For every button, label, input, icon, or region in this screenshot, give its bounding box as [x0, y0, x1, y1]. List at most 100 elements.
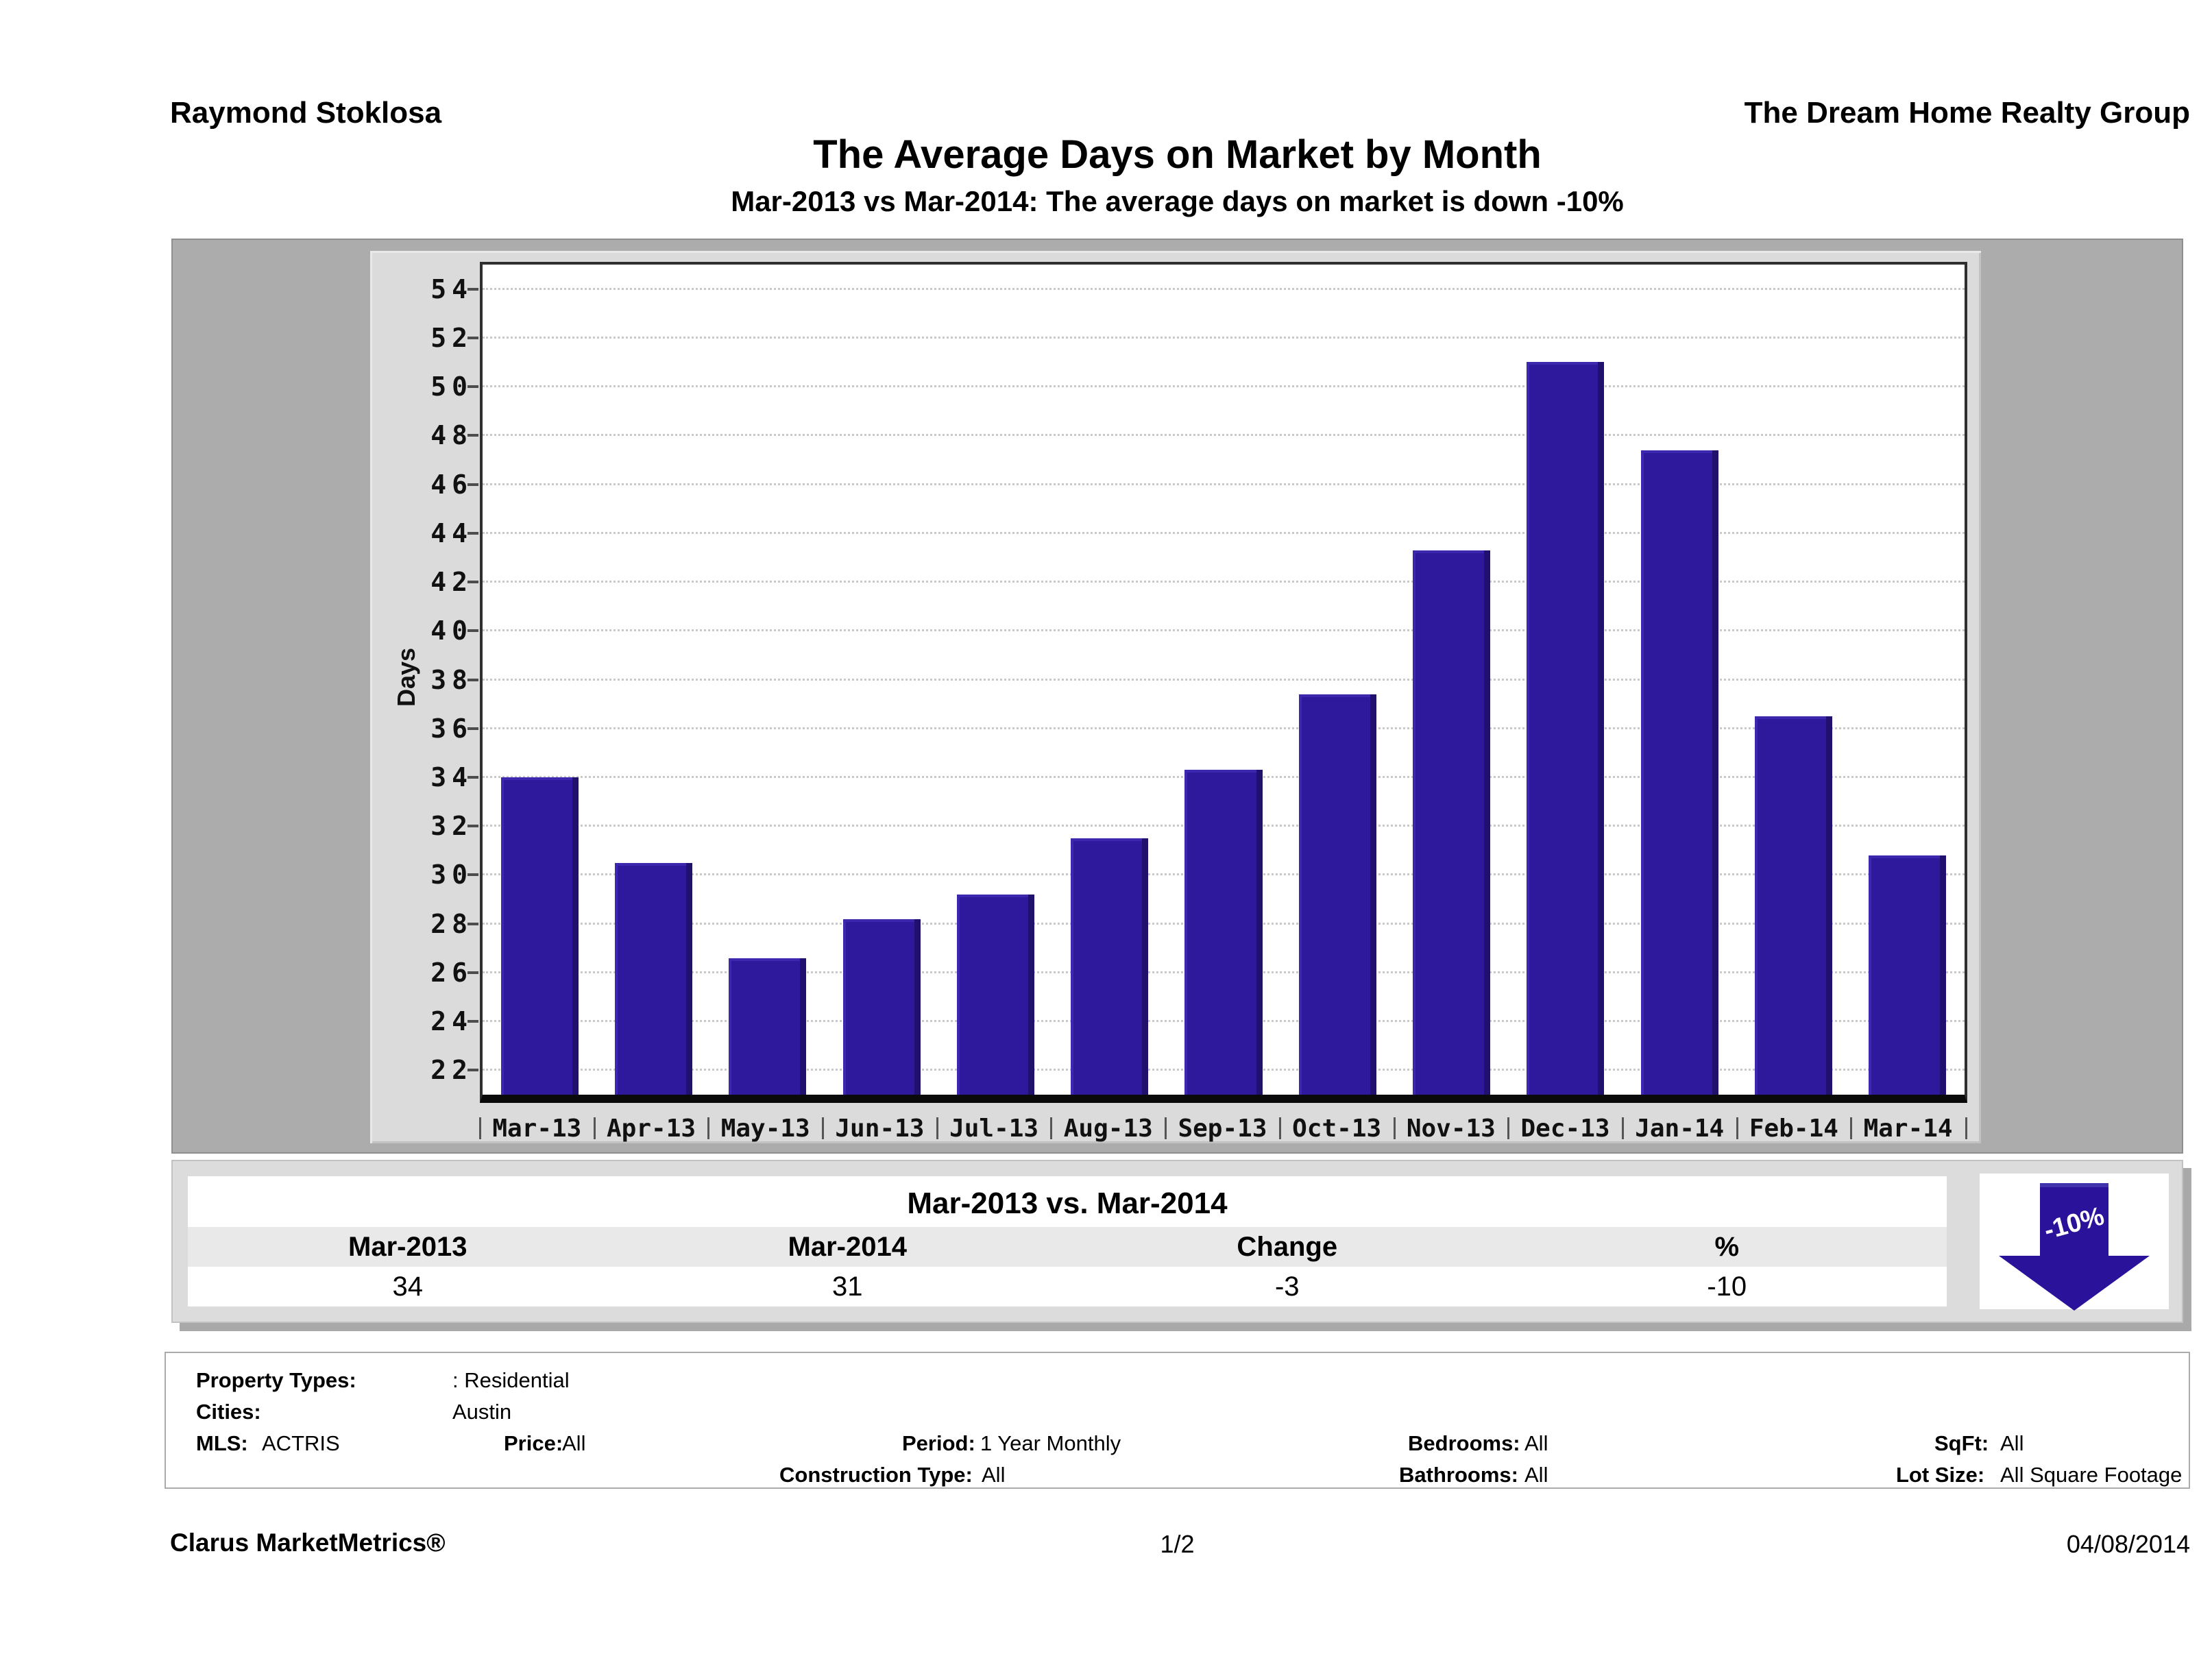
y-tick-mark-46: [467, 483, 478, 486]
mls-label: MLS:: [196, 1431, 248, 1455]
mls-value: ACTRIS: [262, 1431, 340, 1455]
lotsize-item: Lot Size:: [1896, 1463, 1984, 1487]
bar-Apr-13: [614, 862, 692, 1095]
gridline-46: [483, 483, 1965, 485]
trend-arrow-panel: -10%: [1980, 1174, 2169, 1311]
x-label-Apr-13: Apr-13: [593, 1109, 709, 1153]
x-label-Oct-13: Oct-13: [1278, 1109, 1394, 1153]
x-label-Jun-13: Jun-13: [822, 1109, 937, 1153]
y-tick-label-54: 54: [430, 273, 473, 304]
bedrooms-label: Bedrooms:: [1408, 1431, 1520, 1455]
comparison-val-2: -3: [1274, 1272, 1300, 1302]
y-tick-mark-24: [467, 1020, 478, 1023]
y-tick-label-32: 32: [430, 811, 473, 842]
bar-Mar-13: [500, 777, 579, 1095]
down-arrow-icon: [2040, 1183, 2108, 1256]
gridline-44: [483, 531, 1965, 534]
comparison-val-1: 31: [832, 1272, 863, 1302]
y-tick-label-22: 22: [430, 1055, 473, 1086]
chart-region: Days 22 24 26 28 30 32 34 36 38 40 42 44 46 48 50 52 54 …: [171, 239, 2183, 1154]
y-tick-label-34: 34: [430, 762, 473, 792]
product-name: Clarus MarketMetrics®: [170, 1529, 446, 1557]
y-tick-label-44: 44: [430, 518, 473, 548]
mls-item: MLS:: [196, 1431, 248, 1456]
comparison-section: Mar-2013 vs. Mar-2014 Mar-2013 Mar-2014 Ch…: [171, 1160, 2183, 1323]
lot-size-label: Lot Size:: [1896, 1463, 1985, 1487]
property-types-label: Property Types:: [196, 1368, 356, 1392]
comparison-col-0: Mar-2013: [348, 1232, 467, 1262]
y-tick-mark-42: [467, 581, 478, 584]
period-item: Period:: [902, 1431, 975, 1456]
cities-value: Austin: [452, 1400, 512, 1424]
y-tick-label-42: 42: [430, 567, 473, 598]
report-title: The Average Days on Market by Month: [813, 132, 1542, 177]
y-tick-label-40: 40: [430, 616, 473, 646]
y-tick-mark-50: [467, 385, 478, 389]
x-label-Jan-14: Jan-14: [1621, 1109, 1737, 1153]
property-types-item: Property Types:: [196, 1368, 356, 1393]
y-axis-labels: 22 24 26 28 30 32 34 36 38 40 42 44 46 48 50 52 54: [370, 265, 467, 1095]
x-label-Nov-13: Nov-13: [1393, 1109, 1509, 1153]
y-tick-label-30: 30: [430, 860, 473, 890]
bathrooms-label: Bathrooms:: [1399, 1463, 1518, 1487]
lotsize-value: All Square Footage: [2000, 1463, 2183, 1487]
chart-panel: Days 22 24 26 28 30 32 34 36 38 40 42 44 46 48 50 52 54 …: [370, 251, 1981, 1143]
comparison-col-2: Change: [1237, 1232, 1338, 1262]
down-arrow-head-icon: [1999, 1256, 2150, 1311]
bar-Nov-13: [1413, 550, 1491, 1095]
company-name: The Dream Home Realty Group: [1744, 96, 2190, 130]
y-tick-mark-48: [467, 434, 478, 437]
x-label-Sep-13: Sep-13: [1165, 1109, 1280, 1153]
x-label-Mar-14: Mar-14: [1850, 1109, 1965, 1153]
comparison-val-0: 34: [392, 1272, 424, 1302]
x-label-Dec-13: Dec-13: [1507, 1109, 1622, 1153]
cities-label: Cities:: [196, 1400, 261, 1424]
period-label: Period:: [902, 1431, 975, 1455]
property-types-value: : Residential: [452, 1368, 570, 1392]
x-label-Aug-13: Aug-13: [1050, 1109, 1165, 1153]
price-value: All: [562, 1431, 586, 1455]
bar-Sep-13: [1184, 770, 1263, 1095]
gridline-48: [483, 434, 1965, 437]
y-tick-label-36: 36: [430, 713, 473, 744]
bedrooms-value: All: [1524, 1431, 1548, 1455]
page-number: 1/2: [1160, 1530, 1195, 1558]
comparison-val-3: -10: [1707, 1272, 1747, 1302]
gridline-54: [483, 287, 1965, 290]
y-tick-mark-28: [467, 922, 478, 925]
plot-area: [467, 262, 1967, 1103]
construction-item: Construction Type:: [779, 1463, 973, 1487]
y-tick-label-46: 46: [430, 469, 473, 500]
comparison-header-row: Mar-2013 Mar-2014 Change%: [188, 1227, 1947, 1267]
bar-Aug-13: [1071, 838, 1149, 1095]
x-label-Jul-13: Jul-13: [936, 1109, 1052, 1153]
y-tick-label-38: 38: [430, 664, 473, 695]
gridline-42: [483, 581, 1965, 583]
sqft-item: SqFt:: [1934, 1431, 1989, 1456]
y-tick-mark-22: [467, 1069, 478, 1072]
y-tick-label-26: 26: [430, 957, 473, 988]
bar-Oct-13: [1298, 694, 1376, 1095]
report-subtitle: Mar-2013 vs Mar-2014: The average days o…: [731, 185, 1624, 217]
price-item: Price:: [504, 1431, 563, 1456]
bar-Jul-13: [956, 894, 1034, 1095]
bar-Jun-13: [842, 919, 921, 1095]
sqft-value: All: [2000, 1431, 2024, 1455]
gridline-40: [483, 629, 1965, 632]
gridline-36: [483, 727, 1965, 729]
bar-May-13: [729, 958, 807, 1095]
x-label-Mar-13: Mar-13: [479, 1109, 594, 1153]
bathrooms-value: All: [1524, 1463, 1548, 1487]
construction-type-label: Construction Type:: [779, 1463, 973, 1487]
y-tick-mark-26: [467, 971, 478, 974]
bar-Jan-14: [1640, 450, 1718, 1095]
x-label-May-13: May-13: [707, 1109, 823, 1153]
comparison-col-1: Mar-2014: [788, 1232, 907, 1262]
comparison-table: Mar-2013 vs. Mar-2014 Mar-2013 Mar-2014 Ch…: [188, 1176, 1947, 1306]
bathrooms-item: Bathrooms:: [1399, 1463, 1518, 1487]
y-tick-mark-44: [467, 531, 478, 535]
y-tick-mark-30: [467, 873, 478, 877]
cities-item: Cities:: [196, 1400, 261, 1424]
y-tick-label-52: 52: [430, 322, 473, 353]
